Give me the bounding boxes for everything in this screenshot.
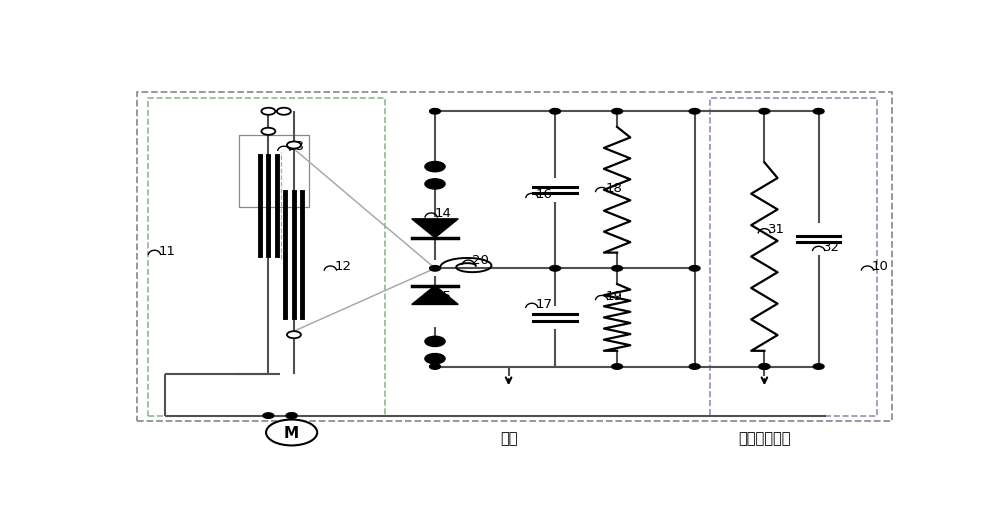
Circle shape (759, 109, 770, 115)
Circle shape (689, 109, 700, 115)
Circle shape (425, 162, 445, 173)
Circle shape (612, 109, 623, 115)
Text: 20: 20 (472, 254, 489, 267)
Circle shape (430, 364, 440, 370)
Text: 17: 17 (536, 297, 553, 310)
Circle shape (287, 142, 301, 149)
Circle shape (261, 108, 275, 116)
Circle shape (550, 266, 561, 271)
Text: 18: 18 (606, 181, 622, 194)
Circle shape (277, 108, 291, 116)
Text: 31: 31 (768, 222, 785, 236)
Bar (710, 98, 877, 416)
Circle shape (813, 364, 824, 370)
Circle shape (813, 109, 824, 115)
Circle shape (286, 413, 297, 418)
Circle shape (759, 364, 770, 370)
Text: 13: 13 (288, 140, 305, 153)
Text: 15: 15 (435, 289, 452, 302)
Circle shape (287, 331, 301, 338)
Circle shape (612, 266, 623, 271)
Text: 接地: 接地 (500, 430, 517, 445)
Text: M: M (284, 425, 299, 440)
Text: 12: 12 (334, 260, 351, 273)
Circle shape (425, 336, 445, 347)
Circle shape (266, 420, 317, 445)
Bar (148, 98, 385, 416)
Bar (137, 93, 892, 421)
Circle shape (550, 109, 561, 115)
Text: 10: 10 (871, 260, 888, 273)
Text: 32: 32 (822, 240, 840, 253)
Bar (239, 135, 309, 208)
Polygon shape (412, 286, 458, 305)
Circle shape (425, 180, 445, 190)
Circle shape (759, 364, 770, 370)
Text: 11: 11 (158, 244, 175, 257)
Text: 19: 19 (606, 289, 622, 302)
Circle shape (430, 266, 440, 271)
Circle shape (261, 128, 275, 135)
Circle shape (689, 364, 700, 370)
Text: 16: 16 (536, 187, 553, 200)
Text: 内部分压单元: 内部分压单元 (738, 430, 791, 445)
Polygon shape (412, 219, 458, 238)
Circle shape (263, 413, 274, 418)
Circle shape (425, 354, 445, 364)
Circle shape (612, 364, 623, 370)
Circle shape (286, 413, 297, 418)
Circle shape (430, 109, 440, 115)
Circle shape (689, 266, 700, 271)
Text: 14: 14 (435, 207, 452, 220)
